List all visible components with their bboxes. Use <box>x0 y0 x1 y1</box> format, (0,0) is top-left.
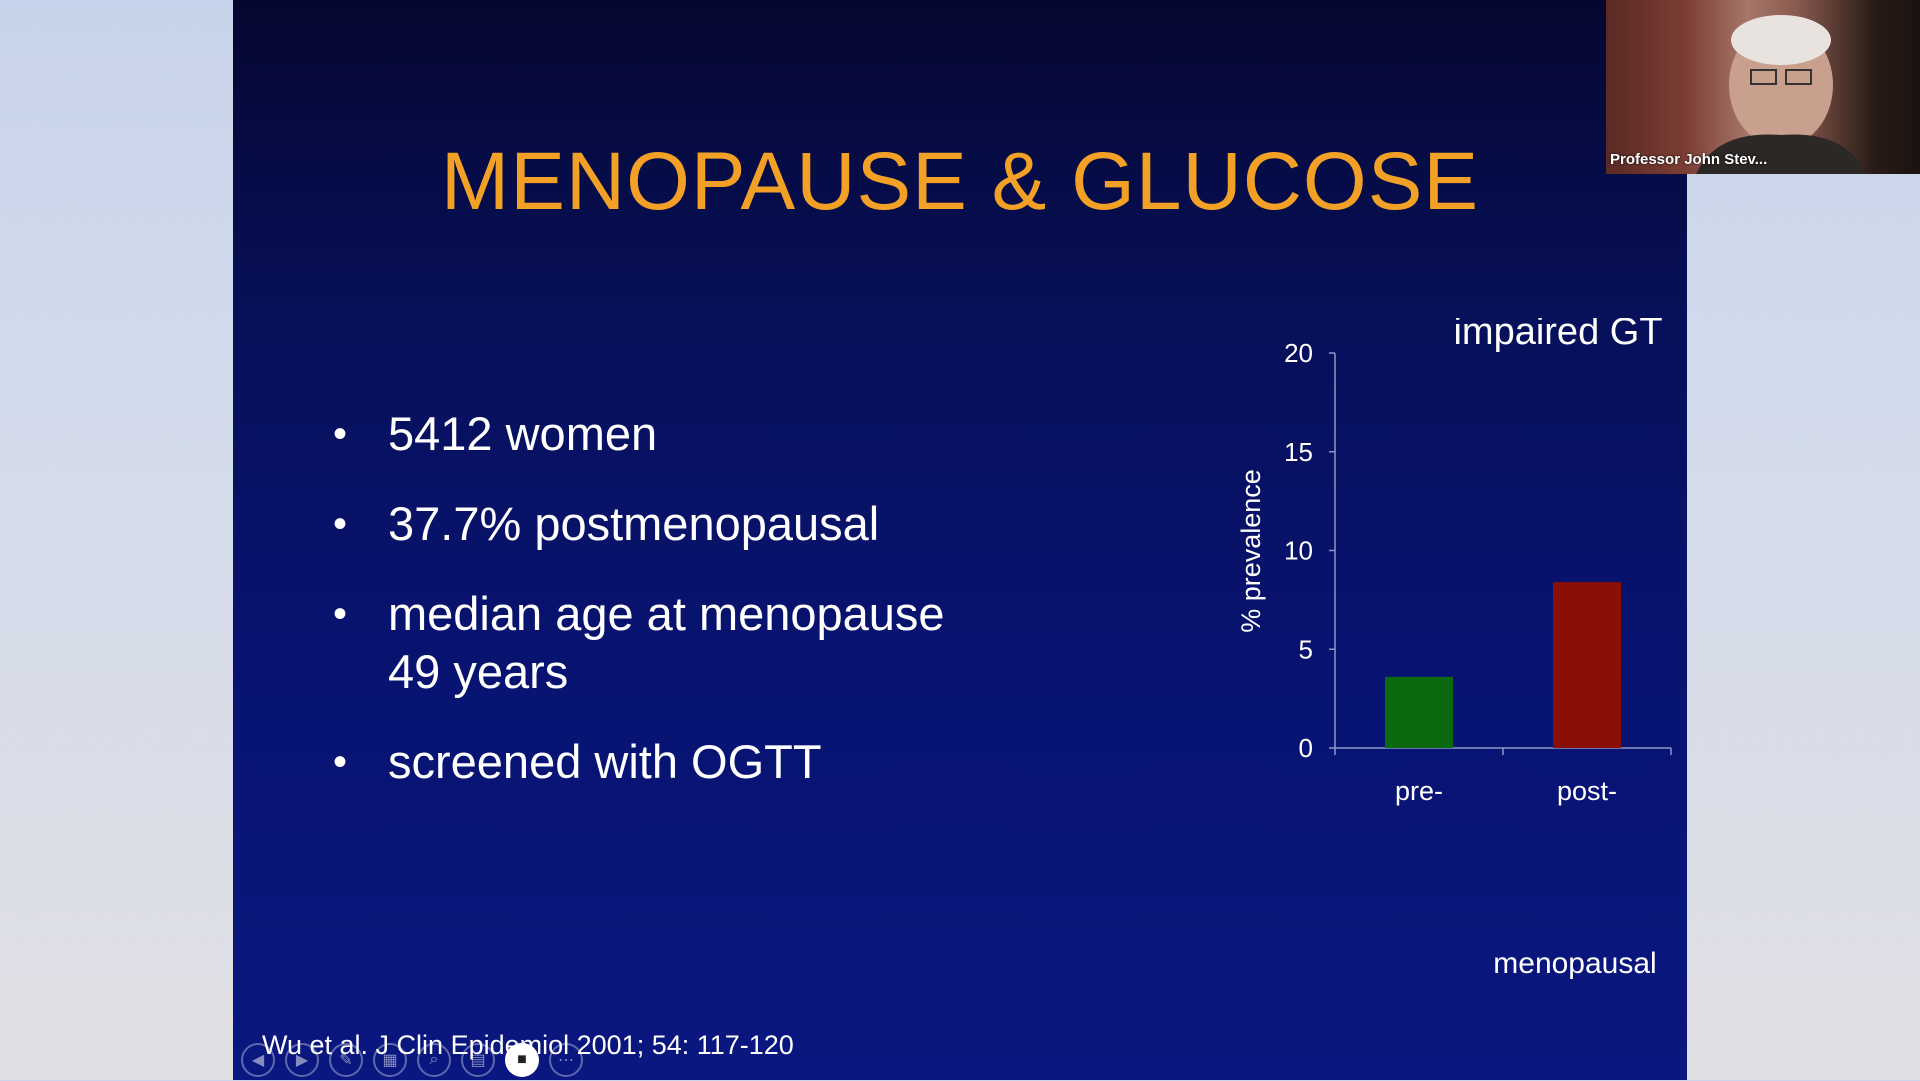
next-icon[interactable]: ▶ <box>285 1043 319 1077</box>
prev-icon[interactable]: ◀ <box>241 1043 275 1077</box>
bar-post <box>1553 582 1621 748</box>
bullet-dot: • <box>333 412 348 456</box>
zoom-icon[interactable]: ⌕ <box>417 1043 451 1077</box>
bar-pre <box>1385 676 1453 748</box>
y-tick-label: 20 <box>1284 338 1313 368</box>
y-tick-label: 10 <box>1284 536 1313 566</box>
y-axis-label: % prevalence <box>1236 469 1266 633</box>
x-axis-label: menopausal <box>1493 947 1656 980</box>
y-tick-label: 0 <box>1299 733 1313 763</box>
bullet-dot: • <box>333 592 348 636</box>
chart-title: impaired GT <box>1453 318 1662 353</box>
y-tick-label: 5 <box>1299 634 1313 664</box>
bullet-dot: • <box>333 740 348 784</box>
pen-icon[interactable]: ✎ <box>329 1043 363 1077</box>
bullet-text: median age at menopause 49 years <box>388 587 945 698</box>
camera-icon[interactable]: ■ <box>505 1043 539 1077</box>
x-category-label: post- <box>1557 776 1617 806</box>
slide: MENOPAUSE & GLUCOSE • 5412 women • 37.7%… <box>233 0 1687 1080</box>
subtitles-icon[interactable]: ▤ <box>461 1043 495 1077</box>
webcam-name-label: Professor John Stev... <box>1610 151 1768 168</box>
webcam-video[interactable]: Professor John Stev... <box>1606 0 1920 174</box>
presenter-video-image <box>1696 15 1866 174</box>
bar-chart: 0 5 10 15 20 pre-post-impaired GT % prevalence… <box>1236 318 1672 980</box>
y-tick-label: 15 <box>1284 437 1313 467</box>
bullet-dot: • <box>333 502 348 546</box>
x-category-label: pre- <box>1395 776 1443 806</box>
bullet-text: 5412 women <box>388 407 658 460</box>
bullet-text: 37.7% postmenopausal <box>388 497 880 550</box>
bullet-text: screened with OGTT <box>388 735 822 788</box>
slide-title: MENOPAUSE & GLUCOSE <box>440 136 1480 227</box>
more-icon[interactable]: ⋯ <box>549 1043 583 1077</box>
slides-icon[interactable]: ▦ <box>373 1043 407 1077</box>
presenter-toolbar: ◀ ▶ ✎ ▦ ⌕ ▤ ■ ⋯ <box>241 1043 583 1081</box>
